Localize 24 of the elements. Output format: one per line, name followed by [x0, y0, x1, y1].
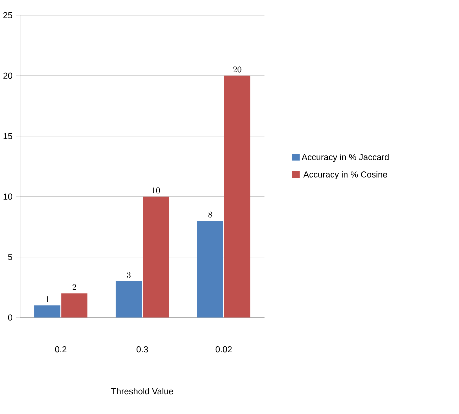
- data-label: 3: [127, 272, 131, 278]
- y-tick-label: 20: [4, 72, 13, 79]
- y-tick-label: 25: [4, 12, 12, 18]
- data-label: 20: [233, 66, 242, 73]
- data-label: 1: [46, 296, 50, 302]
- y-tick-label: 5: [8, 254, 12, 260]
- x-tick-label: 0.2: [55, 346, 67, 352]
- bar: [143, 196, 170, 318]
- legend-label: Accuracy in % Cosine: [304, 171, 388, 180]
- y-tick-label: 10: [4, 194, 13, 200]
- x-axis-title: Threshold Value: [112, 388, 174, 394]
- bar: [197, 220, 224, 318]
- bar: [224, 76, 251, 318]
- bar: [116, 281, 142, 318]
- data-label: 2: [72, 284, 76, 290]
- y-tick-label: 15: [4, 133, 12, 140]
- x-tick-label: 0.02: [216, 346, 232, 352]
- legend-label: Accuracy in % Jaccard: [302, 154, 389, 162]
- bar: [62, 293, 88, 318]
- bar: [34, 305, 61, 318]
- data-label: 8: [208, 212, 212, 218]
- data-label: 10: [152, 188, 160, 194]
- y-tick-label: 0: [8, 314, 13, 321]
- x-tick-label: 0.3: [136, 346, 148, 352]
